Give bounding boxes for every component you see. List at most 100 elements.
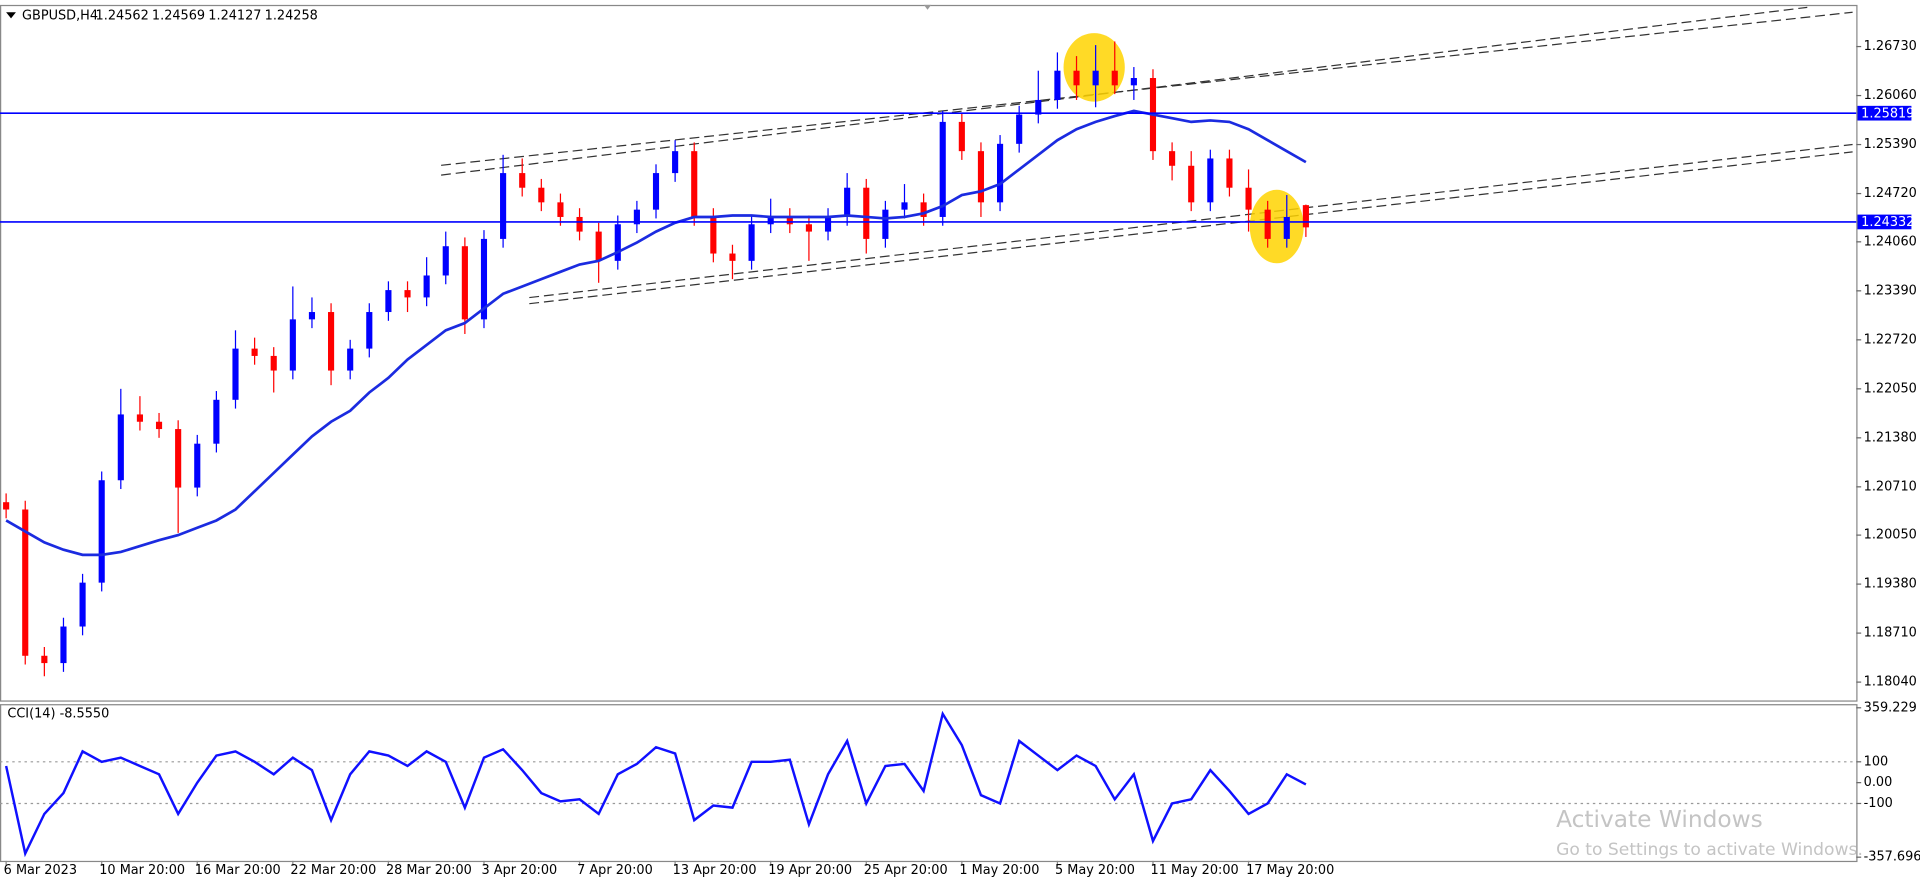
candle-body — [1188, 165, 1195, 203]
y-tick-label: 1.26730 — [1864, 39, 1917, 54]
candle-body — [1073, 70, 1080, 86]
x-tick-label: 1 May 20:00 — [959, 863, 1039, 878]
menu-arrow[interactable] — [6, 12, 16, 19]
candle-body — [1016, 114, 1023, 144]
candle-body — [117, 414, 124, 481]
y-tick-label: 1.20050 — [1864, 528, 1917, 543]
watermark-title: Activate Windows — [1556, 806, 1763, 833]
x-tick-label: 25 Apr 20:00 — [864, 863, 948, 878]
candle-body — [672, 151, 679, 174]
candle-body — [347, 348, 354, 371]
y-tick-label: 1.18040 — [1864, 675, 1917, 690]
candle-body — [22, 509, 29, 656]
candle-body — [194, 443, 201, 488]
candles — [3, 41, 1309, 677]
candle-body — [748, 224, 755, 261]
level-price-tag — [1857, 105, 1912, 121]
candle-body — [1130, 78, 1137, 86]
y-tick-label: 1.26060 — [1864, 88, 1917, 103]
x-tick-label: 13 Apr 20:00 — [673, 863, 757, 878]
candle-body — [920, 202, 927, 217]
shift-marker — [923, 4, 932, 10]
channel-line — [529, 151, 1853, 305]
candle-body — [60, 626, 67, 664]
candle-body — [404, 290, 411, 298]
y-tick-label: 1.21380 — [1864, 430, 1917, 445]
candle-body — [251, 348, 258, 356]
candle-body — [328, 312, 335, 371]
candle-body — [977, 151, 985, 203]
candle-body — [557, 202, 564, 217]
candle-body — [576, 216, 583, 232]
candle-body — [1283, 216, 1290, 239]
y-tick-label: -100 — [1864, 796, 1893, 811]
candle-body — [767, 216, 774, 225]
x-tick-label: 3 Apr 20:00 — [482, 863, 558, 878]
y-tick-label: 1.23390 — [1864, 283, 1917, 298]
header-low: 1.24127 — [208, 8, 261, 23]
channel-line — [441, 6, 1808, 176]
candle-body — [1302, 205, 1309, 228]
candle-body — [863, 187, 870, 239]
candle-body — [882, 209, 889, 239]
candle-body — [442, 246, 449, 276]
candle-body — [270, 355, 277, 371]
x-tick-label: 5 May 20:00 — [1055, 863, 1135, 878]
candle-body — [366, 312, 373, 349]
candle-body — [1264, 209, 1271, 239]
y-tick-label: 1.22050 — [1864, 381, 1917, 396]
candle-body — [98, 480, 105, 583]
candle-body — [3, 502, 10, 510]
candle-body — [41, 655, 48, 664]
x-tick-label: 10 Mar 20:00 — [99, 863, 185, 878]
candle-body — [155, 421, 163, 430]
panel-title: GBPUSD,H4 — [22, 8, 98, 23]
header-close: 1.24258 — [265, 8, 318, 23]
highlight-ellipse — [1249, 189, 1304, 264]
candle-body — [213, 399, 220, 444]
candle-body — [461, 246, 468, 320]
header-open: 1.24562 — [96, 8, 149, 23]
candle-body — [1111, 70, 1118, 86]
candle-body — [423, 275, 430, 298]
candle-body — [136, 414, 143, 422]
candle-body — [1207, 158, 1214, 203]
candle-body — [500, 173, 507, 239]
candle-body — [480, 238, 488, 320]
candle-body — [824, 216, 832, 232]
trend-channels — [441, 6, 1853, 305]
candle-body — [1092, 70, 1099, 86]
candle-body — [939, 121, 946, 217]
candle-body — [633, 209, 640, 225]
cci-line — [4, 710, 1307, 858]
y-tick-label: 1.22720 — [1864, 332, 1917, 347]
candle-body — [175, 429, 182, 488]
y-tick-label: 1.24060 — [1864, 234, 1917, 249]
x-tick-label: 19 Apr 20:00 — [768, 863, 852, 878]
x-tick-label: 11 May 20:00 — [1151, 863, 1239, 878]
y-tick-label: 1.18710 — [1864, 626, 1917, 641]
candle-body — [1226, 158, 1233, 188]
y-tick-label: 1.25390 — [1864, 137, 1917, 152]
candle-body — [1245, 187, 1252, 210]
candle-body — [1035, 99, 1042, 115]
x-tick-label: 16 Mar 20:00 — [195, 863, 281, 878]
candle-body — [595, 231, 602, 261]
header-high: 1.24569 — [152, 8, 205, 23]
candle-body — [1054, 70, 1061, 100]
candle-body — [710, 216, 717, 254]
candle-body — [786, 216, 793, 225]
y-tick-label: 1.24720 — [1864, 186, 1917, 201]
candle-body — [385, 290, 392, 313]
y-tick-label: 100 — [1864, 754, 1889, 769]
x-tick-label: 22 Mar 20:00 — [290, 863, 376, 878]
candle-body — [729, 253, 736, 261]
watermark-subtitle: Go to Settings to activate Windows. — [1556, 840, 1863, 860]
candle-body — [691, 151, 698, 217]
candle-body — [844, 187, 851, 217]
level-price-label: 1.25819 — [1861, 106, 1914, 121]
candle-body — [308, 312, 316, 320]
level-price-tag — [1857, 214, 1912, 230]
candle-body — [519, 173, 526, 188]
